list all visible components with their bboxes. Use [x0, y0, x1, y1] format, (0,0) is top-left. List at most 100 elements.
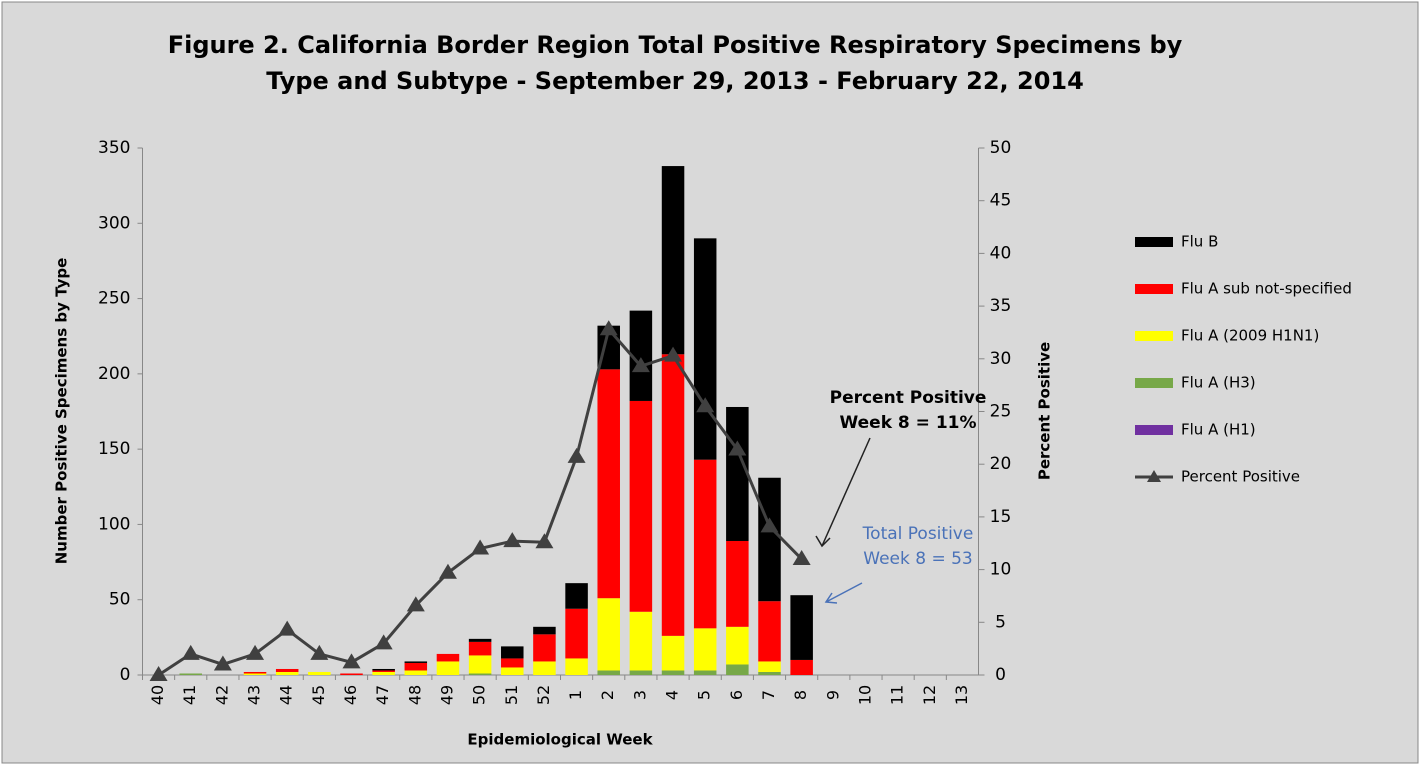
x-tick-label: 7 — [759, 690, 778, 700]
x-tick-label: 1 — [566, 690, 585, 700]
percent-marker — [438, 563, 457, 579]
percent-marker — [374, 634, 393, 650]
x-tick-label: 48 — [405, 685, 424, 705]
legend-label: Percent Positive — [1181, 468, 1300, 486]
annotation: Week 8 = 53 — [863, 549, 972, 569]
percent-marker — [567, 447, 586, 463]
percent-marker — [503, 532, 522, 548]
annotation-arrow — [821, 437, 871, 547]
percent-marker — [181, 644, 200, 660]
y2-tick-label: 25 — [990, 402, 1012, 422]
bar-segment — [308, 671, 331, 675]
legend-label: Flu A (2009 H1N1) — [1181, 327, 1319, 345]
percent-marker — [471, 539, 490, 555]
annotation-arrow — [825, 582, 863, 603]
percent-marker — [246, 644, 265, 660]
x-tick-label: 50 — [470, 685, 489, 705]
annotation: Percent Positive — [830, 388, 987, 408]
y-tick-label: 50 — [109, 590, 131, 610]
x-tick-label: 40 — [148, 685, 167, 705]
percent-marker — [631, 357, 650, 373]
bar-segment — [468, 655, 492, 674]
x-tick-label: 13 — [952, 685, 971, 705]
percent-marker — [696, 397, 715, 413]
bar-segment — [693, 670, 717, 675]
percent-marker — [599, 320, 618, 336]
x-tick-label: 12 — [920, 685, 939, 705]
percent-marker — [535, 533, 554, 549]
x-tick-label: 4 — [663, 690, 682, 700]
bar-segment — [629, 310, 653, 401]
legend-swatch — [1135, 425, 1173, 435]
y2-tick-label: 35 — [990, 296, 1012, 316]
bar-segment — [404, 670, 428, 675]
bar-segment — [629, 611, 653, 671]
x-tick-label: 52 — [534, 685, 553, 705]
bar-segment — [790, 595, 813, 660]
bar-segment — [501, 658, 524, 668]
x-tick-label: 45 — [309, 685, 328, 705]
legend-swatch — [1135, 237, 1173, 247]
legend-swatch — [1135, 331, 1173, 341]
bar-segment — [565, 608, 588, 659]
bar-segment — [533, 661, 556, 675]
bar-segment — [533, 634, 556, 662]
y-axis-title: Number Positive Specimens by Type — [53, 258, 71, 565]
bar-segment — [661, 354, 685, 636]
annotation: Total Positive — [862, 524, 974, 544]
bar-segment — [404, 661, 428, 663]
y-tick-label: 250 — [98, 289, 130, 309]
bar-segment — [275, 668, 299, 672]
bar-segment — [726, 540, 749, 627]
bar-segment — [693, 628, 717, 671]
bar-segment — [436, 653, 460, 662]
bar-segment — [243, 673, 267, 675]
bar-segment — [726, 406, 749, 541]
legend-marker — [1147, 470, 1161, 482]
y-tick-label: 150 — [98, 439, 130, 459]
x-tick-label: 44 — [277, 685, 296, 705]
percent-marker — [760, 517, 779, 533]
bar-segment — [693, 238, 717, 460]
percent-marker — [728, 440, 747, 456]
y2-tick-label: 30 — [990, 349, 1012, 369]
y2-tick-label: 45 — [990, 191, 1012, 211]
annotation: Week 8 = 11% — [839, 413, 976, 433]
percent-marker — [278, 620, 297, 636]
y-tick-label: 0 — [120, 665, 131, 685]
percent-marker — [342, 653, 361, 669]
bar-segment — [629, 400, 653, 612]
x-tick-label: 8 — [791, 690, 810, 700]
y-tick-label: 300 — [98, 213, 130, 233]
percent-marker — [664, 346, 683, 362]
bar-segment — [501, 646, 524, 659]
bar-segment — [758, 601, 781, 662]
bar-segment — [468, 641, 492, 656]
annotation-arrowhead — [824, 592, 838, 604]
x-tick-label: 9 — [823, 690, 842, 700]
percent-marker — [792, 550, 811, 566]
bar-segment — [790, 659, 813, 675]
bar-segment — [468, 638, 492, 642]
bar-segment — [372, 671, 395, 675]
x-tick-label: 10 — [855, 685, 874, 705]
bar-segment — [179, 673, 202, 675]
bar-segment — [533, 626, 556, 635]
bar-segment — [565, 583, 588, 609]
bar-segment — [372, 668, 395, 671]
x-tick-label: 2 — [598, 690, 617, 700]
legend-swatch — [1135, 284, 1173, 294]
x-tick-label: 46 — [341, 685, 360, 705]
bar-segment — [726, 626, 749, 665]
y2-tick-label: 15 — [990, 507, 1012, 527]
bar-segment — [468, 673, 492, 675]
percent-marker — [213, 655, 232, 671]
bar-segment — [340, 673, 363, 675]
bar-segment — [661, 166, 685, 355]
bar-segment — [758, 661, 781, 672]
legend-label: Flu A sub not-specified — [1181, 280, 1352, 298]
chart-title: Type and Subtype - September 29, 2013 - … — [266, 67, 1084, 95]
chart-title: Figure 2. California Border Region Total… — [168, 31, 1183, 59]
